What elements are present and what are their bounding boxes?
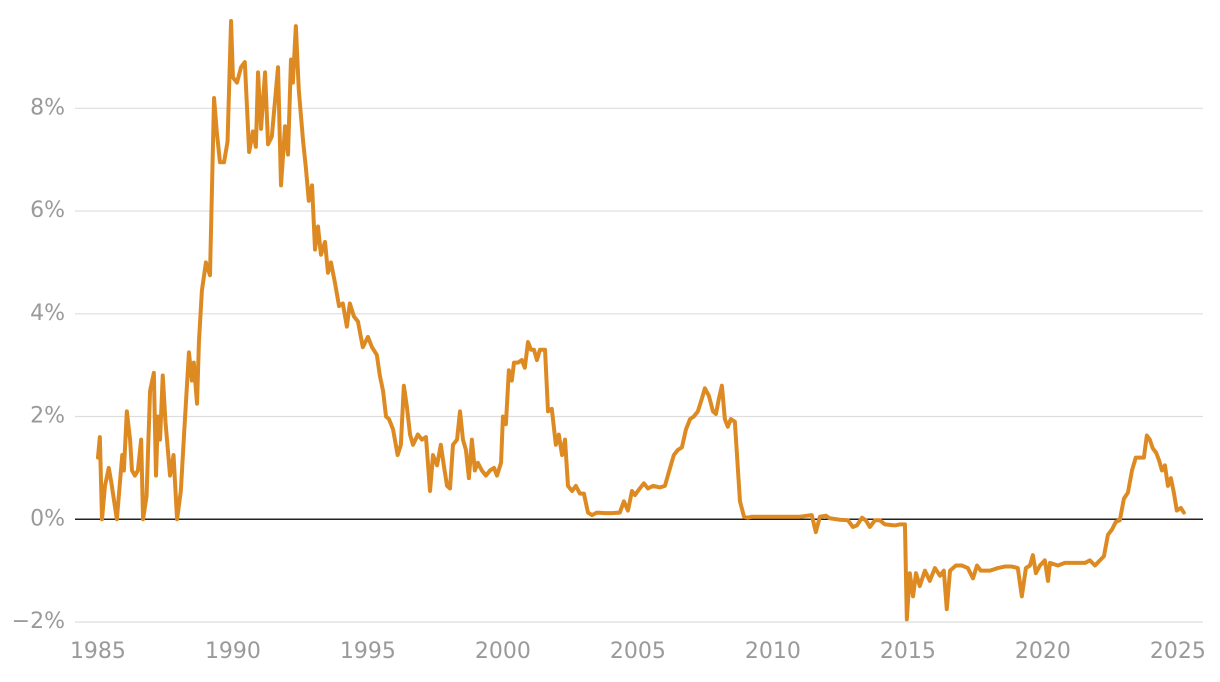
y-tick-label: 4% bbox=[30, 301, 65, 326]
x-tick-label: 2010 bbox=[745, 639, 801, 664]
y-tick-label: −2% bbox=[12, 609, 65, 634]
x-tick-label: 2000 bbox=[475, 639, 531, 664]
x-tick-label: 1985 bbox=[70, 639, 126, 664]
y-tick-label: 8% bbox=[30, 95, 65, 120]
y-tick-label: 0% bbox=[30, 506, 65, 531]
x-tick-label: 2020 bbox=[1015, 639, 1071, 664]
line-series bbox=[95, 19, 1186, 622]
x-tick-label: 2005 bbox=[610, 639, 666, 664]
x-tick-label: 2025 bbox=[1150, 639, 1206, 664]
y-tick-label: 2% bbox=[30, 404, 65, 429]
x-tick-label: 1995 bbox=[340, 639, 396, 664]
x-tick-label: 1990 bbox=[205, 639, 261, 664]
y-tick-label: 6% bbox=[30, 198, 65, 223]
x-tick-label: 2015 bbox=[880, 639, 936, 664]
